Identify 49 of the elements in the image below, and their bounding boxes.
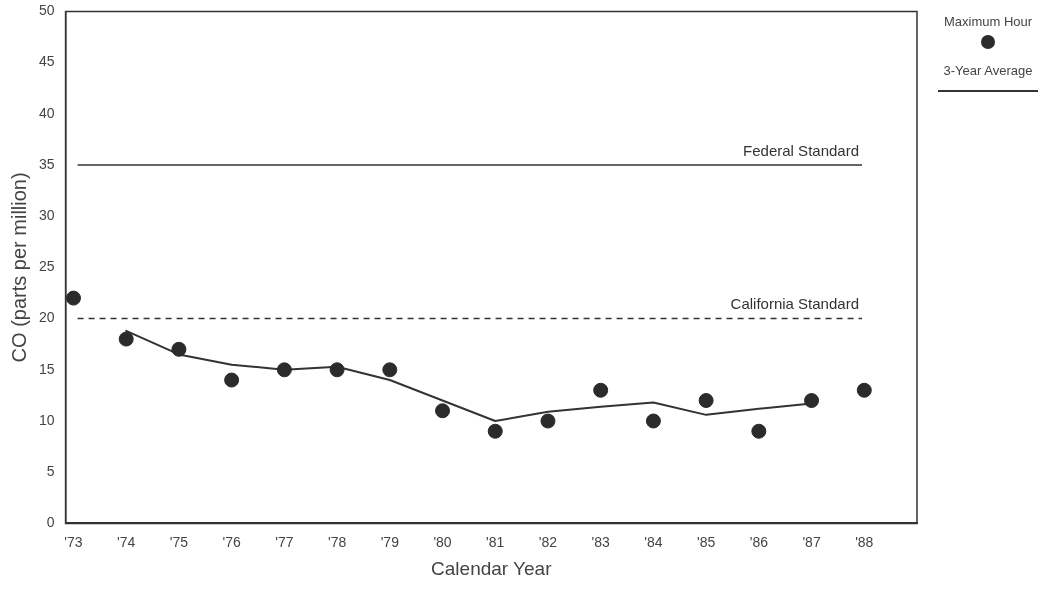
ref-line-label: Federal Standard: [743, 141, 859, 159]
x-tick-label: '78: [327, 533, 347, 550]
point: [804, 393, 820, 409]
point: [329, 362, 345, 378]
x-tick-label: '74: [117, 533, 136, 550]
y-tick-label: 20: [38, 309, 55, 326]
point: [276, 362, 292, 378]
y-tick-label: 30: [38, 207, 55, 224]
point: [171, 341, 187, 357]
y-tick-label: 45: [38, 53, 55, 70]
y-tick-label: 35: [38, 155, 55, 172]
y-tick-label: 10: [38, 411, 55, 428]
x-tick-label: '80: [433, 533, 452, 550]
x-tick-label: '76: [222, 533, 241, 550]
x-tick-label: '81: [486, 533, 505, 550]
point: [645, 413, 661, 429]
point: [435, 403, 451, 419]
y-tick-label: 15: [38, 360, 55, 377]
point: [698, 393, 714, 409]
x-tick-label: '84: [644, 533, 663, 550]
point: [856, 382, 872, 398]
point: [751, 423, 767, 439]
x-tick-label: '79: [380, 533, 400, 550]
legend-label: 3-Year Average: [942, 63, 1034, 78]
point: [487, 423, 503, 439]
y-tick-label: 40: [38, 104, 55, 121]
x-tick-label: '77: [275, 533, 294, 550]
x-tick-label: '73: [64, 533, 83, 550]
x-axis-title: Calendar Year: [431, 557, 553, 579]
point: [540, 413, 556, 429]
x-tick-label: '85: [697, 533, 716, 550]
x-tick-label: '83: [591, 533, 611, 550]
point: [118, 331, 134, 347]
point: [593, 382, 609, 398]
x-tick-label: '86: [749, 533, 769, 550]
y-tick-label: 5: [46, 463, 55, 480]
y-tick-label: 25: [38, 258, 55, 275]
point: [224, 372, 240, 388]
x-tick-label: '87: [802, 533, 821, 550]
ref-line-label: California Standard: [730, 295, 859, 313]
x-tick-label: '82: [538, 533, 558, 550]
y-tick-label: 0: [46, 514, 55, 531]
text: Maximum Hour: [942, 14, 1034, 29]
y-tick-label: 50: [38, 2, 55, 19]
x-tick-label: '75: [169, 533, 189, 550]
point: [382, 362, 398, 378]
x-tick-label: '88: [855, 533, 874, 550]
point: [65, 290, 81, 306]
y-axis-title: CO (parts per million): [7, 172, 30, 363]
